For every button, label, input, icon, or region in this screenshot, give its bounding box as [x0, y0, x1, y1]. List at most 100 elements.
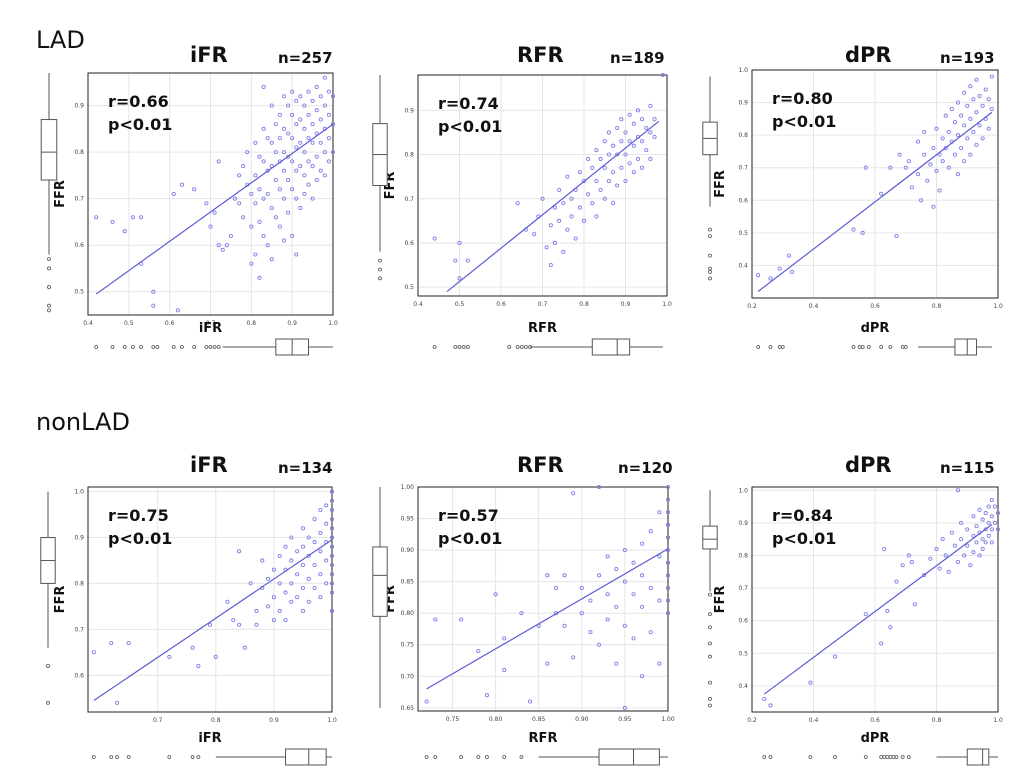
data-point: [314, 131, 319, 136]
x-boxplot-outlier: [888, 345, 893, 349]
data-point: [286, 103, 291, 108]
data-point: [306, 576, 311, 581]
data-point: [277, 187, 282, 192]
data-point: [594, 179, 599, 184]
x-boxplot-outlier: [756, 345, 761, 349]
x-tick-label: 0.9: [269, 717, 279, 724]
y-tick-label: 0.6: [74, 672, 84, 679]
data-point: [611, 170, 616, 175]
data-point: [940, 136, 945, 141]
x-boxplot-outlier: [465, 345, 470, 349]
data-point: [294, 168, 299, 173]
x-boxplot-outlier: [519, 345, 524, 349]
x-boxplot-outlier: [122, 345, 127, 349]
data-point: [225, 599, 230, 604]
data-point: [433, 617, 438, 622]
data-point: [619, 117, 624, 122]
x-boxplot-outlier: [459, 755, 464, 759]
data-point: [971, 550, 976, 555]
x-boxplot-outlier: [903, 345, 908, 349]
data-point: [627, 139, 632, 144]
data-point: [261, 84, 266, 90]
data-point: [615, 125, 620, 131]
data-point: [665, 484, 671, 490]
data-point: [983, 527, 988, 532]
data-point: [912, 602, 918, 607]
data-point: [493, 592, 498, 597]
data-point: [631, 636, 636, 641]
data-point: [298, 205, 303, 211]
plot-frame: [751, 486, 999, 713]
data-point: [579, 585, 584, 591]
data-point: [306, 599, 311, 604]
data-point: [515, 201, 520, 206]
x-boxplot-outlier: [906, 755, 911, 759]
y-tick-label: 1.00: [401, 484, 415, 491]
data-point: [943, 553, 948, 558]
data-point: [318, 168, 323, 173]
data-point: [318, 572, 323, 577]
data-point: [581, 179, 587, 184]
y-axis-label: FFR: [53, 180, 68, 208]
data-point: [565, 227, 570, 232]
x-tick-label: 1.00: [661, 716, 675, 723]
data-point: [652, 117, 657, 122]
x-boxplot-outlier: [900, 345, 905, 349]
data-point: [312, 517, 317, 522]
panel-title: iFR: [190, 43, 228, 67]
chart-panel-lad-rfr: 0.4 0.5 0.6 0.7 0.8 0.9 1.0 0.5 0.6 0.7 0.8 0.9 r=0.…: [372, 43, 672, 356]
data-point: [290, 112, 295, 117]
x-boxplot-outlier: [485, 755, 489, 759]
data-point: [286, 210, 291, 215]
data-point: [326, 89, 331, 94]
data-point: [302, 191, 307, 197]
data-point: [968, 84, 973, 89]
data-point: [253, 252, 258, 257]
data-point: [916, 139, 921, 144]
data-point: [257, 275, 262, 280]
data-point: [318, 117, 323, 122]
x-tick-label: 0.8: [579, 301, 589, 308]
data-point: [254, 622, 259, 627]
data-point: [615, 152, 620, 157]
data-point: [265, 136, 270, 141]
data-point: [302, 150, 307, 155]
data-point: [594, 214, 599, 219]
data-point: [602, 196, 607, 201]
data-point: [928, 162, 933, 167]
x-tick-label: 0.85: [532, 716, 546, 723]
data-point: [237, 173, 242, 178]
data-point: [216, 243, 221, 248]
data-point: [598, 187, 603, 192]
data-point: [925, 178, 930, 183]
data-point: [273, 215, 278, 220]
data-point: [545, 573, 550, 578]
data-point: [171, 191, 176, 197]
chart-panel-lad-dpr: 0.2 0.4 0.6 0.8 1.0 0.4 0.5 0.6 0.7 0.8 0.9 1.0 r=0.…: [702, 43, 1003, 356]
data-point: [249, 224, 254, 229]
data-point: [952, 120, 958, 125]
data-point: [553, 585, 558, 591]
panel-title: RFR: [517, 43, 564, 67]
x-boxplot-outlier: [190, 755, 195, 759]
y-tick-label: 0.9: [74, 535, 84, 542]
data-point: [208, 224, 213, 229]
data-point: [860, 230, 865, 235]
data-point: [207, 622, 213, 627]
x-boxplot-outlier: [885, 755, 890, 759]
data-point: [989, 514, 994, 519]
y-tick-label: 0.8: [404, 152, 414, 159]
data-point: [962, 123, 967, 128]
data-point: [977, 507, 982, 512]
data-point: [294, 98, 299, 103]
x-boxplot-outlier: [212, 345, 217, 349]
data-point: [249, 191, 254, 197]
data-point: [300, 608, 306, 614]
x-boxplot-outlier: [808, 755, 813, 759]
x-tick-label: 0.8: [247, 320, 257, 327]
data-point: [261, 196, 266, 201]
section-title-lad: LAD: [36, 26, 85, 54]
data-point: [204, 201, 209, 206]
data-point: [952, 543, 958, 548]
data-point: [261, 126, 266, 131]
